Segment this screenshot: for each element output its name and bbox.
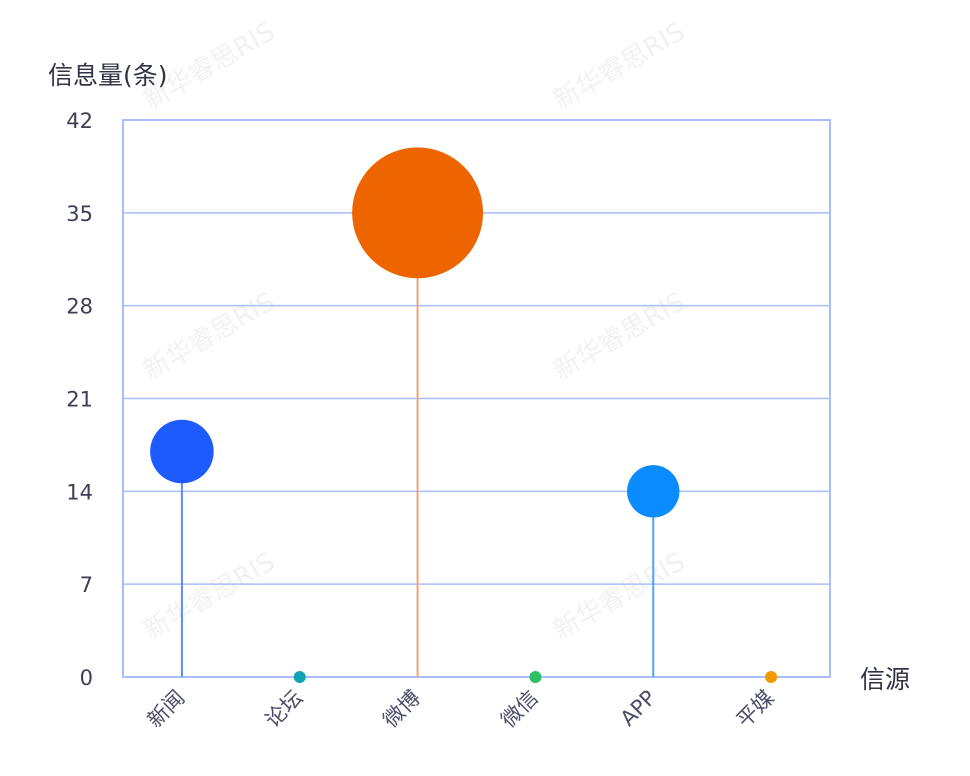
watermark-text: 新华睿思RIS xyxy=(549,287,691,386)
y-tick-label: 42 xyxy=(66,109,93,133)
y-tick-label: 35 xyxy=(66,202,93,226)
watermark-text: 新华睿思RIS xyxy=(549,17,691,116)
lollipop-bubble xyxy=(529,671,542,683)
x-axis-title: 信源 xyxy=(860,665,910,694)
y-axis-title: 信息量(条) xyxy=(48,61,168,90)
lollipop-bubble xyxy=(293,671,306,683)
lollipop-bubble xyxy=(627,465,680,518)
data-marks xyxy=(150,147,778,683)
y-tick-label: 7 xyxy=(80,573,93,597)
x-tick-label: 微信 xyxy=(496,686,543,733)
y-tick-label: 14 xyxy=(66,480,93,504)
y-tick-label: 0 xyxy=(80,666,93,690)
watermark-text: 新华睿思RIS xyxy=(139,547,281,646)
lollipop-bubble xyxy=(352,147,484,279)
x-tick-label: 平媒 xyxy=(732,686,779,733)
y-tick-label: 28 xyxy=(66,295,93,319)
y-tick-label: 21 xyxy=(66,388,93,412)
lollipop-bubble xyxy=(150,419,214,484)
watermark-text: 新华睿思RIS xyxy=(549,547,691,646)
x-axis-labels: 新闻 论坛 微博 微信 APP 平媒 xyxy=(143,686,779,733)
x-tick-label: APP xyxy=(616,686,661,731)
x-tick-label: 微博 xyxy=(378,686,425,733)
lollipop-bubble xyxy=(765,671,778,683)
x-tick-label: 论坛 xyxy=(261,686,308,733)
watermark-text: 新华睿思RIS xyxy=(139,287,281,386)
x-tick-label: 新闻 xyxy=(143,686,190,733)
y-axis-ticks: 0 7 14 21 28 35 42 xyxy=(66,109,93,690)
